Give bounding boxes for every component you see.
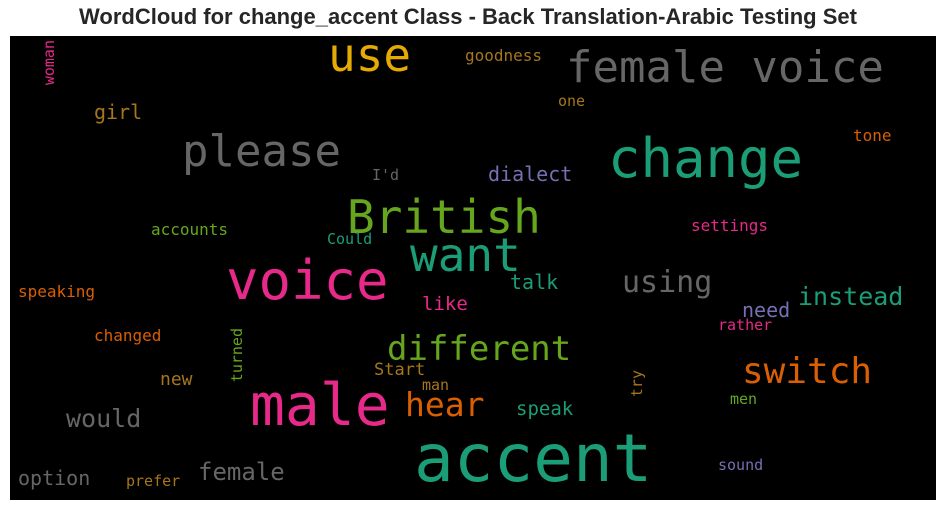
word-changed: changed: [94, 326, 162, 345]
word-need: need: [742, 298, 791, 322]
word-change: change: [608, 127, 804, 190]
word-turned: turned: [228, 328, 246, 383]
word-men: men: [730, 390, 758, 408]
word-one: one: [558, 92, 586, 110]
word-female-voice: female voice: [566, 42, 884, 93]
word-woman: woman: [40, 40, 58, 86]
word-speaking: speaking: [18, 282, 96, 301]
word-use: use: [328, 36, 412, 82]
word-instead: instead: [798, 282, 904, 311]
word-settings: settings: [691, 216, 769, 235]
word-talk: talk: [510, 270, 559, 294]
word-could: Could: [327, 230, 373, 248]
word-using: using: [622, 265, 713, 300]
word-like: like: [422, 293, 468, 315]
word-different: different: [387, 329, 572, 369]
word-voice: voice: [226, 249, 389, 312]
word-sound: sound: [718, 456, 764, 474]
word-female: female: [198, 458, 285, 486]
word-i-d: I'd: [372, 166, 400, 184]
word-dialect: dialect: [488, 162, 573, 186]
word-option: option: [18, 466, 91, 490]
word-speak: speak: [516, 398, 574, 420]
word-prefer: prefer: [126, 472, 181, 490]
word-switch: switch: [742, 351, 873, 392]
chart-title: WordCloud for change_accent Class - Back…: [79, 4, 857, 29]
word-hear: hear: [405, 385, 485, 424]
word-rather: rather: [718, 316, 773, 334]
word-man: man: [422, 376, 450, 394]
word-would: would: [66, 404, 142, 433]
word-male: male: [250, 371, 390, 439]
word-tone: tone: [853, 126, 892, 145]
word-start: Start: [374, 360, 426, 380]
word-new: new: [160, 369, 193, 390]
word-cloud: accent male voice change female voice please u…: [10, 36, 936, 500]
word-want: want: [410, 228, 521, 282]
word-accent: accent: [414, 420, 653, 497]
word-british: British: [347, 190, 541, 244]
word-try: try: [628, 370, 646, 398]
word-please: please: [182, 126, 341, 177]
word-girl: girl: [94, 100, 143, 124]
word-accounts: accounts: [151, 220, 229, 239]
word-goodness: goodness: [465, 46, 543, 65]
